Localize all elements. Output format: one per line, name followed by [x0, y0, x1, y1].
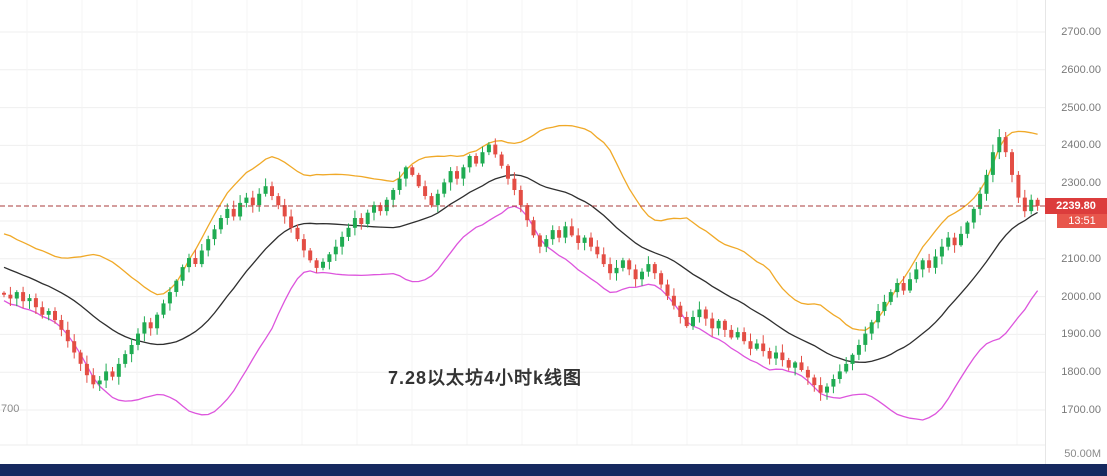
price-tick-label: 2600.00 — [1061, 63, 1101, 76]
price-tick-label: 1700.00 — [1061, 404, 1101, 416]
price-tick-label: 1800.00 — [1061, 366, 1101, 379]
price-tick-label: 2000.00 — [1061, 290, 1101, 303]
grid-layer — [0, 0, 1045, 445]
left-partial-price-label: 700 — [1, 403, 20, 415]
bollinger-upper-line — [3, 124, 1038, 331]
price-tick-label: 2100.00 — [1061, 252, 1101, 265]
candles-layer — [2, 129, 1040, 401]
price-tick-label: 2700.00 — [1061, 26, 1101, 38]
price-tick-label: 2400.00 — [1061, 139, 1101, 152]
price-tick-label: 2500.00 — [1061, 101, 1101, 114]
price-tick-label: 1900.00 — [1061, 328, 1101, 341]
volume-axis-tick-label: 50.00M — [1064, 448, 1101, 460]
bottom-panel-bar[interactable] — [0, 464, 1107, 476]
price-tick-label: 2300.00 — [1061, 177, 1101, 190]
bollinger-mid-line — [3, 174, 1038, 363]
price-axis[interactable]: 2239.80 13:51 50.00M 2700.00 2600.00 2500.… — [1045, 0, 1107, 464]
chart-title-annotation: 7.28以太坊4小时k线图 — [388, 368, 583, 388]
candlestick-chart[interactable] — [0, 0, 1045, 464]
last-price-badge: 2239.80 — [1045, 197, 1107, 214]
countdown-badge: 13:51 — [1057, 213, 1107, 228]
